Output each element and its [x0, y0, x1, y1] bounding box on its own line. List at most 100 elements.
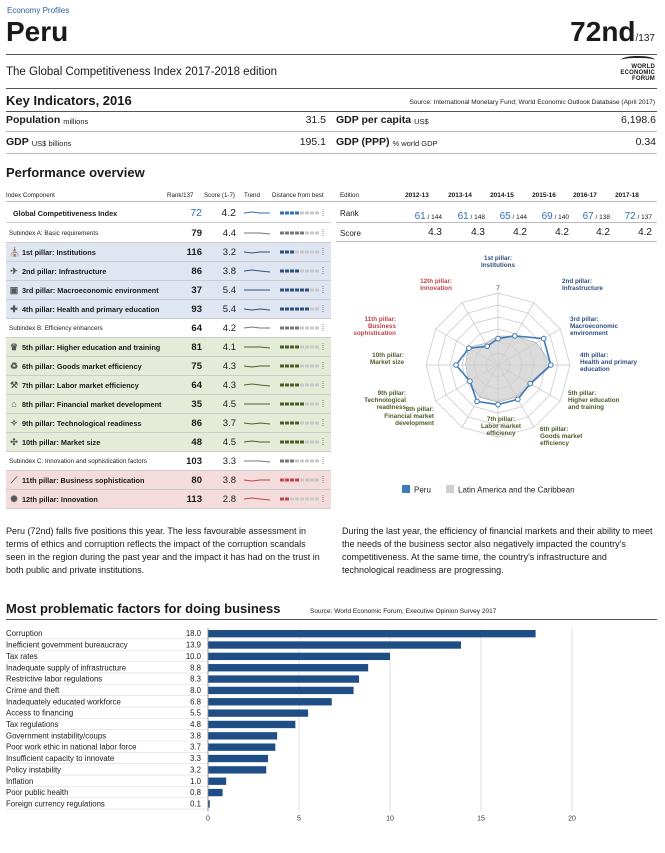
distance-segment: [310, 402, 314, 406]
edition-rank: 72 / 137: [624, 211, 652, 222]
edition-score: 4.2: [555, 227, 569, 238]
factor-bar: [208, 788, 223, 797]
perf-row: ♻ 6th pillar: Goods market efficiency 75 4.…: [6, 357, 331, 376]
factor-bar: [208, 675, 360, 683]
distance-segment: [290, 459, 294, 463]
factor-tick-label: 15: [477, 816, 485, 823]
distance-segment: [295, 211, 299, 215]
distance-segment: [310, 459, 314, 463]
distance-segment: [310, 345, 314, 349]
commentary-left: Peru (72nd) falls five positions this ye…: [6, 526, 320, 575]
indicator-row: GDP (PPP)% world GDP 0.34: [336, 136, 656, 148]
perf-row-label: ✣ 10th pillar: Market size: [10, 436, 101, 447]
distance-from-best-bar: [280, 324, 324, 332]
factor-bar: [208, 754, 269, 763]
distance-segment: [285, 288, 289, 292]
factor-bar: [208, 698, 332, 706]
pillar-icon: ▣: [9, 284, 19, 295]
perf-rank: 86: [191, 265, 202, 277]
pillar-icon: ✧: [10, 417, 18, 428]
factor-value: 8.3: [190, 675, 201, 684]
factor-value: 3.7: [190, 743, 201, 752]
radar-point-peru: [466, 345, 472, 351]
edition-rank: 69 / 140: [541, 211, 569, 222]
trend-sparkline: [243, 440, 270, 443]
distance-from-best-bar: [280, 362, 324, 370]
factor-value: 4.8: [190, 720, 201, 729]
factor-value: 0.8: [190, 788, 201, 797]
factor-label: Poor work ethic in national labor force: [6, 743, 136, 752]
distance-segment: [300, 383, 304, 387]
distance-segment: [310, 326, 314, 330]
radar-point-peru: [453, 362, 459, 368]
trend-sparkline: [243, 383, 271, 387]
distance-segment: [290, 250, 294, 254]
radar-chart: 7 1st pillar: Institutions 2nd pillar: Infra…: [353, 255, 637, 495]
factor-bar: [208, 720, 296, 729]
radar-axis-label: 6th pillar: Goods market efficiency: [540, 426, 583, 447]
pillar-icon: ⛪: [9, 246, 21, 257]
distance-segment: [315, 250, 319, 254]
pillar-icon: ⌂: [11, 399, 17, 409]
perf-row: Subindex A: Basic requirements 79 4.4: [6, 224, 331, 243]
radar-point-peru: [540, 335, 547, 342]
edition-rank: 67 / 138: [582, 211, 610, 222]
factor-label: Tax rates: [6, 652, 38, 661]
perf-score: 4.3: [222, 360, 236, 372]
distance-segment: [285, 269, 289, 273]
pillar-icon: ✺: [10, 493, 18, 504]
distance-segment: [285, 497, 289, 501]
distance-segment: [315, 478, 319, 482]
distance-segment: [310, 269, 314, 273]
perf-rank: 75: [191, 360, 202, 372]
distance-segment: [280, 269, 284, 273]
factor-bar: [208, 709, 309, 717]
distance-segment: [300, 459, 304, 463]
distance-segment: [310, 307, 314, 311]
distance-segment: [295, 326, 299, 330]
distance-segment: [300, 345, 304, 349]
indicator-label: GDP per capita: [336, 114, 412, 126]
perf-score: 3.8: [222, 265, 236, 277]
perf-rank: 93: [191, 303, 202, 315]
distance-from-best-bar: [280, 476, 324, 484]
distance-segment: [315, 364, 319, 368]
edition-year: 2016-17: [573, 192, 597, 199]
distance-segment: [280, 288, 284, 292]
distance-segment: [285, 250, 289, 254]
perf-rank: 48: [191, 436, 202, 448]
radar-series-region: [465, 335, 553, 403]
distance-segment: [290, 211, 294, 215]
radar-axis-label: 1st pillar: Institutions: [481, 255, 515, 269]
trend-sparkline: [244, 289, 270, 291]
factor-tick-label: 0: [206, 816, 210, 823]
distance-segment: [295, 459, 299, 463]
trend-sparkline: [243, 211, 270, 214]
legend-swatch: [446, 485, 454, 493]
distance-segment: [300, 326, 304, 330]
indicator-label: GDP: [6, 136, 29, 148]
distance-segment: [295, 345, 299, 349]
perf-row-label: ⚒ 7th pillar: Labor market efficiency: [9, 379, 139, 390]
distance-segment: [290, 402, 294, 406]
radar-point-peru: [495, 335, 501, 342]
perf-row: ▣ 3rd pillar: Macroeconomic environment 37…: [6, 281, 331, 300]
perf-row: ✈ 2nd pillar: Infrastructure 86 3.8: [6, 262, 331, 281]
distance-segment: [305, 250, 309, 254]
factor-value: 3.2: [190, 765, 201, 774]
perf-row-label: ⛪ 1st pillar: Institutions: [9, 246, 96, 257]
distance-segment: [315, 307, 319, 311]
distance-segment: [295, 497, 299, 501]
commentary-right: During the last year, the efficiency of …: [342, 526, 653, 575]
performance-title: Performance overview: [6, 165, 145, 180]
perf-row: ✧ 9th pillar: Technological readiness 86 3.…: [6, 414, 331, 433]
perf-score: 3.2: [222, 246, 236, 258]
key-indicators-source: Source: International Monetary Fund; Wor…: [409, 99, 655, 106]
perf-score: 4.2: [221, 207, 236, 219]
indicator-value: 195.1: [299, 136, 326, 148]
distance-from-best-bar: [280, 267, 324, 275]
legend-swatch: [402, 485, 410, 493]
distance-segment: [305, 402, 309, 406]
distance-segment: [285, 478, 289, 482]
factor-label: Corruption: [6, 629, 42, 638]
